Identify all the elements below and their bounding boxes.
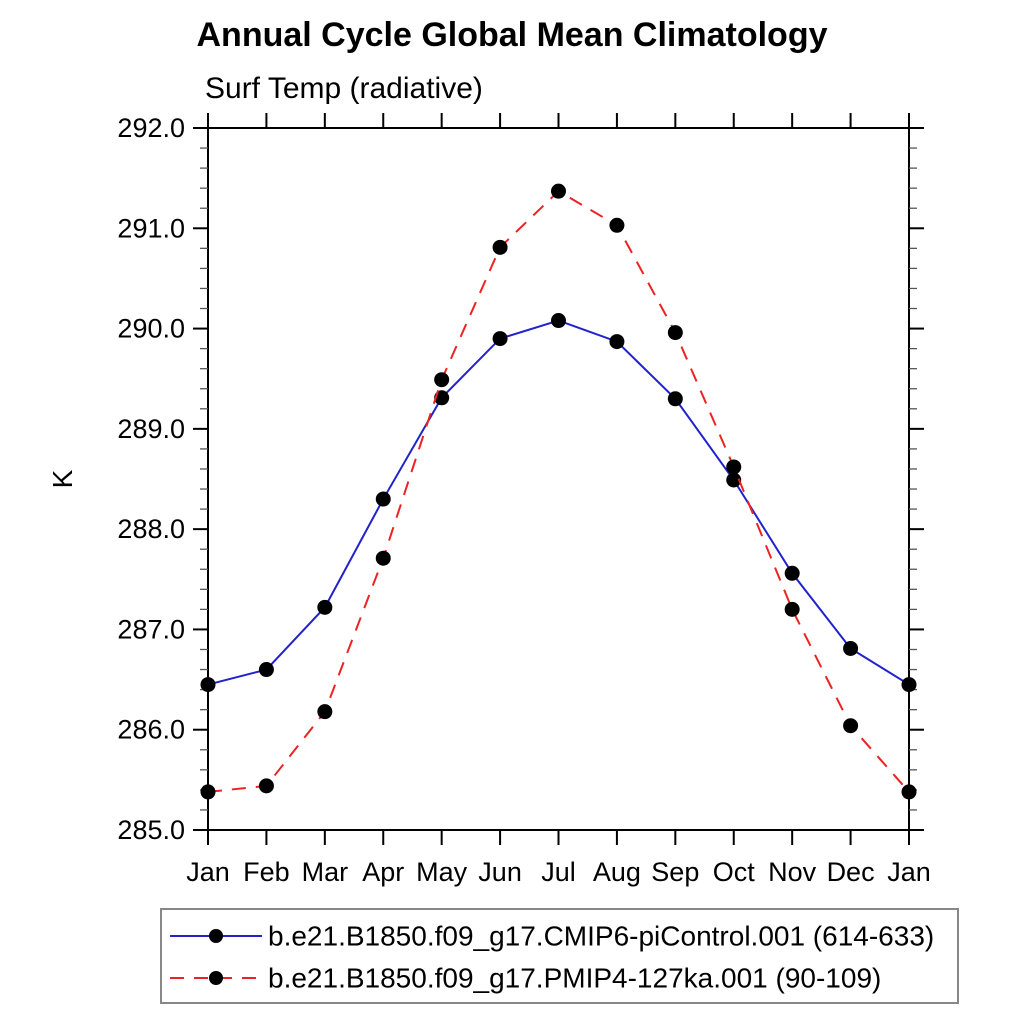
chart-title: Annual Cycle Global Mean Climatology: [196, 16, 828, 54]
x-axis-tick-label: Jan: [887, 857, 931, 887]
data-point-marker: [258, 778, 274, 794]
y-axis-tick-label: 290.0: [117, 314, 185, 344]
x-axis-tick-label: Nov: [768, 857, 817, 887]
data-point-marker: [784, 601, 800, 617]
x-axis-tick-label: May: [416, 857, 468, 887]
data-point-marker: [726, 459, 742, 475]
data-point-marker: [317, 599, 333, 615]
x-axis-tick-label: Mar: [302, 857, 349, 887]
data-point-marker: [901, 677, 917, 693]
data-point-marker: [375, 550, 391, 566]
y-axis-tick-label: 288.0: [117, 514, 185, 544]
y-axis-tick-label: 286.0: [117, 715, 185, 745]
x-axis-tick-label: Dec: [827, 857, 875, 887]
data-point-marker: [667, 325, 683, 341]
data-point-marker: [317, 704, 333, 720]
chart-subtitle: Surf Temp (radiative): [205, 72, 483, 105]
data-point-marker: [200, 677, 216, 693]
data-point-marker: [667, 391, 683, 407]
data-point-marker: [434, 372, 450, 388]
x-axis-tick-label: Feb: [243, 857, 290, 887]
x-axis-tick-label: Jul: [541, 857, 576, 887]
data-point-marker: [492, 239, 508, 255]
y-axis-tick-label: 292.0: [117, 113, 185, 143]
y-axis-tick-label: 285.0: [117, 815, 185, 845]
y-axis-tick-label: 291.0: [117, 213, 185, 243]
data-point-marker: [492, 331, 508, 347]
data-point-marker: [200, 784, 216, 800]
legend-marker-0: [209, 929, 223, 943]
legend-label-1: b.e21.B1850.f09_g17.PMIP4-127ka.001 (90-…: [268, 963, 881, 994]
data-point-marker: [609, 217, 625, 233]
legend-box: [160, 908, 959, 1004]
x-axis-tick-label: Jan: [186, 857, 230, 887]
data-point-marker: [843, 718, 859, 734]
series-line-0: [207, 319, 910, 686]
data-point-marker: [843, 640, 859, 656]
data-point-marker: [901, 784, 917, 800]
x-axis-tick-label: Jun: [478, 857, 522, 887]
series-line-1: [207, 189, 910, 793]
x-axis-tick-label: Aug: [593, 857, 641, 887]
data-point-marker: [551, 183, 566, 199]
data-point-marker: [375, 491, 391, 507]
data-point-marker: [726, 472, 742, 488]
x-axis-tick-label: Apr: [362, 857, 404, 887]
x-axis-tick-label: Sep: [651, 857, 699, 887]
data-point-marker: [784, 565, 800, 581]
legend-marker-1: [209, 971, 223, 985]
y-axis-tick-label: 289.0: [117, 414, 185, 444]
x-axis-tick-label: Oct: [713, 857, 756, 887]
data-point-marker: [551, 313, 566, 329]
y-axis-tick-label: 287.0: [117, 614, 185, 644]
y-axis-title: K: [47, 469, 78, 488]
data-point-marker: [258, 662, 274, 678]
axis-frame: [207, 127, 910, 831]
legend-label-0: b.e21.B1850.f09_g17.CMIP6-piControl.001 …: [268, 921, 934, 952]
data-point-marker: [609, 334, 625, 350]
